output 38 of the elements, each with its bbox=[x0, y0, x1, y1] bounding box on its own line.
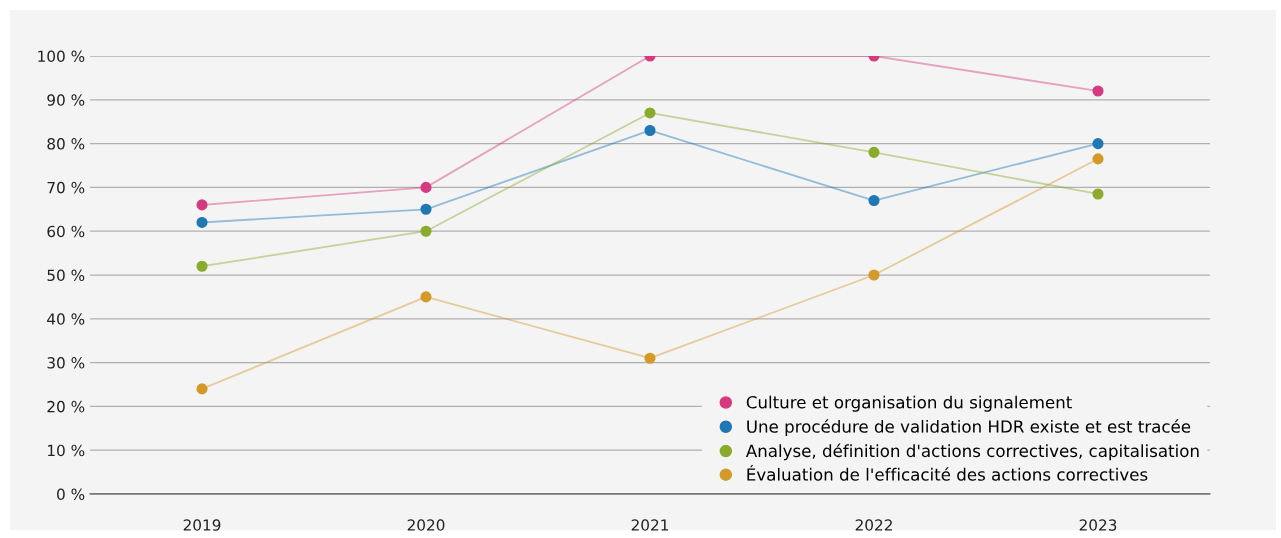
y-tick-label: 80 % bbox=[47, 138, 85, 150]
point bbox=[1092, 85, 1104, 97]
y-tick-label: 10 % bbox=[48, 444, 85, 457]
y-tick-label: 30 % bbox=[47, 357, 85, 369]
y-tick-label: 70 % bbox=[47, 181, 85, 194]
point bbox=[196, 199, 208, 211]
point bbox=[868, 194, 880, 207]
legend-label: Culture et organisation du signalement bbox=[746, 395, 1072, 412]
y-tick-label: 0 % bbox=[57, 488, 85, 501]
point bbox=[196, 260, 208, 272]
x-tick-label: 2019 bbox=[183, 519, 221, 531]
legend-label: Évaluation de l'efficacité des actions correctives bbox=[747, 465, 1148, 481]
point bbox=[196, 216, 208, 228]
y-tick-label: 100 % bbox=[38, 50, 85, 63]
point bbox=[1092, 188, 1104, 200]
point bbox=[644, 124, 656, 137]
x-tick-label: 2022 bbox=[855, 519, 892, 531]
legend-label: Une procédure de validation HDR existe et est tracée bbox=[747, 419, 1191, 437]
point bbox=[644, 352, 656, 364]
point bbox=[420, 291, 432, 303]
y-tick-label: 20 % bbox=[47, 400, 85, 413]
y-tick-label: 60 % bbox=[47, 225, 85, 238]
x-tick-label: 2023 bbox=[1079, 519, 1117, 531]
point bbox=[868, 146, 880, 158]
point bbox=[420, 225, 432, 237]
point bbox=[1092, 138, 1104, 150]
x-tick-label: 2021 bbox=[631, 519, 669, 531]
point bbox=[868, 269, 880, 281]
y-tick-label: 50 % bbox=[47, 269, 85, 282]
x-tick-label: 2020 bbox=[407, 519, 445, 531]
y-tick-label: 40 % bbox=[47, 313, 85, 325]
point bbox=[420, 181, 432, 193]
point bbox=[1092, 153, 1104, 165]
y-tick-label: 90 % bbox=[47, 94, 85, 106]
point bbox=[644, 107, 656, 119]
legend-label: Analyse, définition d'actions correctives, capitalisation bbox=[745, 443, 1199, 461]
point bbox=[196, 383, 208, 395]
point bbox=[420, 203, 432, 215]
